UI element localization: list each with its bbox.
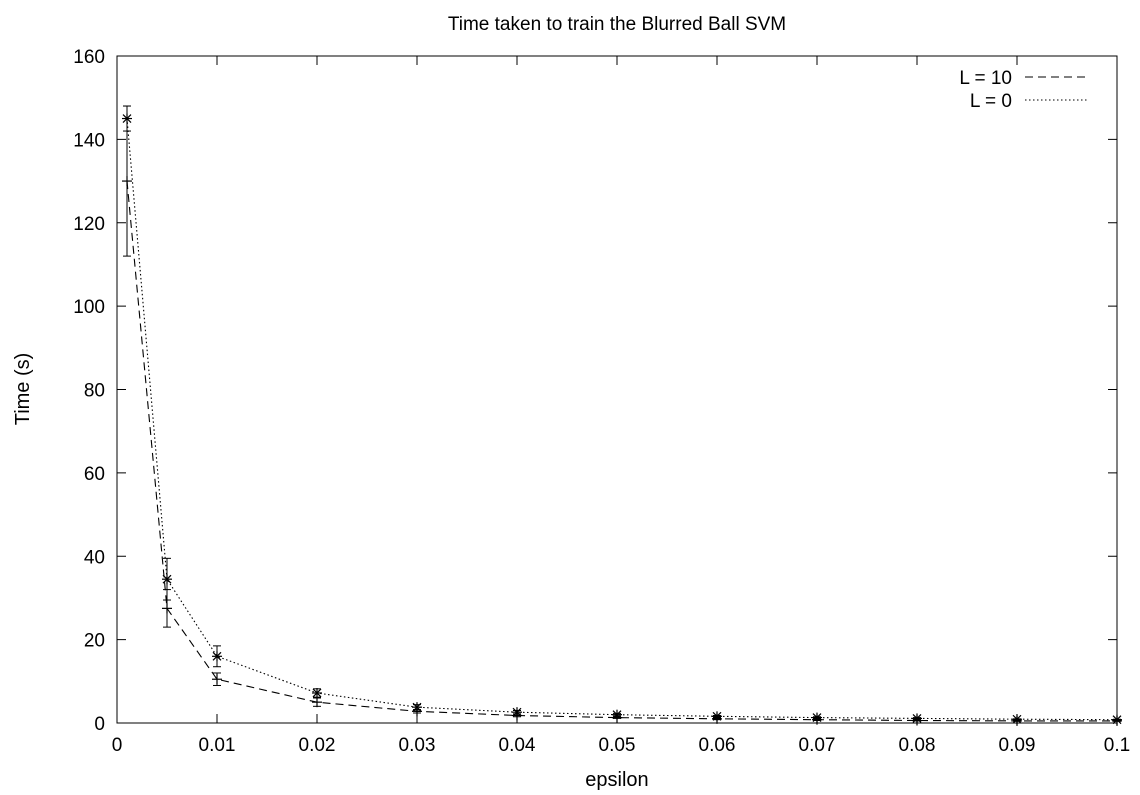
x-tick-label: 0.04	[499, 735, 536, 756]
y-axis-title: Time (s)	[12, 353, 34, 426]
y-tick-label: 120	[73, 214, 105, 235]
x-tick-label: 0.05	[599, 735, 636, 756]
legend-label-1: L = 10	[959, 68, 1012, 89]
series-2-point	[912, 713, 922, 724]
series-2-point	[212, 651, 222, 662]
legend: L = 10L = 0	[959, 68, 1088, 112]
y-axis: 0 20 40 60 80 100 120 140 160	[73, 47, 1117, 735]
legend-label-2: L = 0	[970, 91, 1012, 112]
series-2-line	[126, 118, 1117, 721]
x-tick-label: 0.06	[699, 735, 736, 756]
series-2-point	[812, 712, 822, 723]
y-tick-label: 160	[73, 47, 105, 68]
x-tick-label: 0.08	[899, 735, 936, 756]
series-2-point	[162, 574, 172, 585]
y-tick-label: 0	[94, 714, 105, 735]
y-tick-label: 20	[84, 631, 105, 652]
chart-title: Time taken to train the Blurred Ball SVM	[448, 14, 786, 35]
plot-frame	[116, 55, 1118, 724]
series-layer	[126, 118, 1117, 722]
y-tick-label: 40	[84, 547, 105, 568]
x-tick-label: 0	[112, 735, 123, 756]
series-1-point	[122, 176, 132, 187]
series-2-point	[612, 709, 622, 720]
y-tick-label: 80	[84, 381, 105, 402]
series-2-point	[1112, 714, 1122, 725]
x-axis-title: epsilon	[585, 769, 648, 791]
y-tick-label: 140	[73, 130, 105, 151]
x-tick-label: 0.1	[1104, 735, 1130, 756]
series-1-line	[126, 181, 1117, 722]
series-2-point	[312, 687, 322, 698]
x-tick-label: 0.01	[199, 735, 236, 756]
series-1-point	[212, 674, 222, 685]
series-2-point	[122, 113, 132, 124]
y-tick-label: 60	[84, 464, 105, 485]
series-1-point	[312, 697, 322, 708]
x-tick-label: 0.09	[999, 735, 1036, 756]
series-1-point	[162, 603, 172, 614]
x-tick-label: 0.07	[799, 735, 836, 756]
markers-layer	[122, 105, 1122, 726]
x-tick-label: 0.02	[299, 735, 336, 756]
series-2-point	[512, 707, 522, 718]
y-tick-label: 100	[73, 297, 105, 318]
series-2-point	[1012, 714, 1022, 725]
x-tick-label: 0.03	[399, 735, 436, 756]
series-2-point	[712, 711, 722, 722]
series-2-point	[412, 702, 422, 713]
x-axis: 0 0.01 0.02 0.03 0.04 0.05 0.06 0.07 0.08 0.09 0.1	[112, 56, 1130, 756]
